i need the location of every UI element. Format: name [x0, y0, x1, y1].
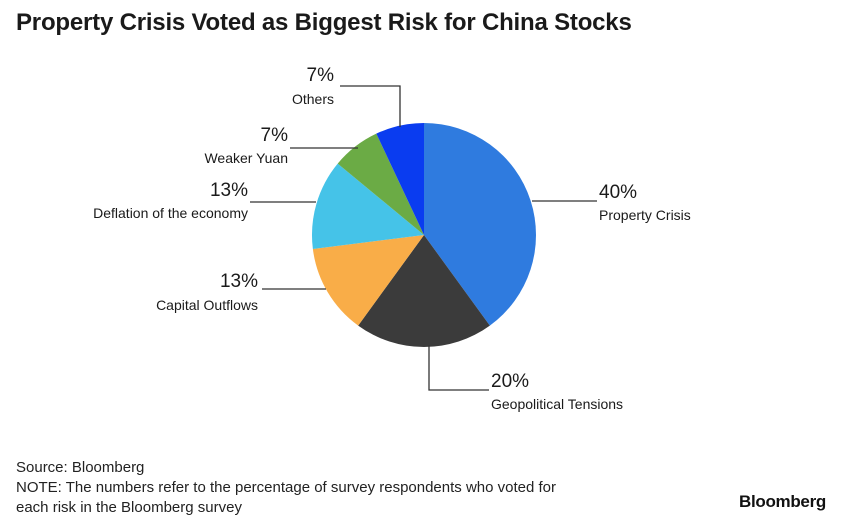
chart-title: Property Crisis Voted as Biggest Risk fo… — [16, 9, 632, 36]
slice-value-label: 7% — [261, 125, 289, 146]
slice-labels: 40% Property Crisis 20% Geopolitical Tensio… — [93, 65, 691, 412]
pie-slice-others — [376, 123, 424, 235]
note-line-2: each risk in the Bloomberg survey — [16, 499, 242, 516]
slice-value-label: 13% — [210, 180, 248, 201]
leader-lines — [250, 85, 597, 391]
slice-category-label: Others — [292, 91, 334, 107]
pie-slice-geopolitical-tensions — [358, 235, 490, 347]
slice-category-label: Deflation of the economy — [93, 205, 248, 221]
pie-slice-property-crisis — [424, 123, 536, 326]
leader-line — [428, 345, 489, 391]
slice-value-label: 40% — [599, 182, 637, 203]
bloomberg-logo: Bloomberg — [738, 492, 826, 511]
leader-line — [340, 85, 401, 127]
slice-category-label: Property Crisis — [599, 207, 691, 223]
pie-slice-weaker-yuan — [337, 133, 424, 235]
slice-value-label: 13% — [220, 271, 258, 292]
source-note: Source: Bloomberg — [16, 459, 145, 476]
slice-category-label: Capital Outflows — [156, 297, 258, 313]
chart-footer: Source: Bloomberg NOTE: The numbers refe… — [16, 458, 556, 518]
pie-slice-deflation-of-the-economy — [311, 163, 424, 250]
pie-slices — [311, 123, 536, 347]
slice-category-label: Geopolitical Tensions — [491, 396, 623, 412]
note-line-1: NOTE: The numbers refer to the percentag… — [16, 479, 557, 496]
pie-slice-capital-outflows — [312, 235, 424, 326]
slice-category-label: Weaker Yuan — [204, 150, 288, 166]
slice-value-label: 20% — [491, 371, 529, 392]
slice-value-label: 7% — [307, 65, 335, 86]
